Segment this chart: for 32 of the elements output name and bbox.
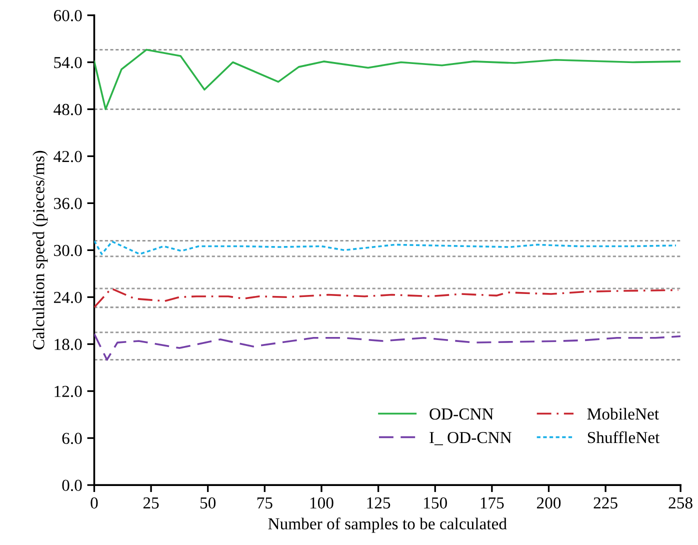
y-tick-label: 12.0	[54, 386, 82, 398]
y-tick-label: 42.0	[54, 150, 82, 162]
line-series	[94, 288, 680, 308]
x-axis-title: Number of samples to be calculated	[268, 518, 507, 533]
line-series	[94, 240, 677, 255]
y-tick-label: 54.0	[54, 56, 82, 68]
x-tick-label: 175	[480, 497, 504, 509]
x-tick-label: 150	[424, 497, 447, 509]
x-tick-label: 125	[367, 497, 390, 509]
x-tick-label: 75	[257, 498, 272, 509]
x-tick-label: 50	[200, 497, 216, 509]
y-tick-label: 24.0	[54, 292, 82, 304]
y-tick-label: 48.0	[54, 104, 82, 116]
x-tick-label: 258	[668, 497, 692, 509]
legend-label: OD-CNN	[430, 408, 494, 420]
line-series	[94, 48, 681, 110]
legend-label: MobileNet	[587, 408, 659, 420]
legend-label: I_ OD-CNN	[430, 432, 512, 446]
y-tick-label: 6.0	[62, 432, 82, 444]
y-tick-label: 30.0	[54, 244, 82, 256]
legend-label: ShuffleNet	[588, 431, 660, 444]
x-tick-label: 200	[536, 497, 561, 509]
x-tick-label: 100	[310, 497, 334, 509]
y-tick-label: 36.0	[54, 198, 82, 210]
x-tick-label: 0	[90, 497, 98, 509]
x-tick-label: 225	[594, 497, 618, 509]
y-axis-title: Calculation speed (pieces/ms)	[32, 150, 48, 350]
y-tick-label: 0.0	[62, 480, 82, 492]
line-series	[94, 333, 681, 361]
y-tick-label: 18.0	[54, 338, 82, 350]
y-tick-label: 60.0	[54, 10, 82, 22]
x-tick-label: 25	[143, 497, 159, 509]
